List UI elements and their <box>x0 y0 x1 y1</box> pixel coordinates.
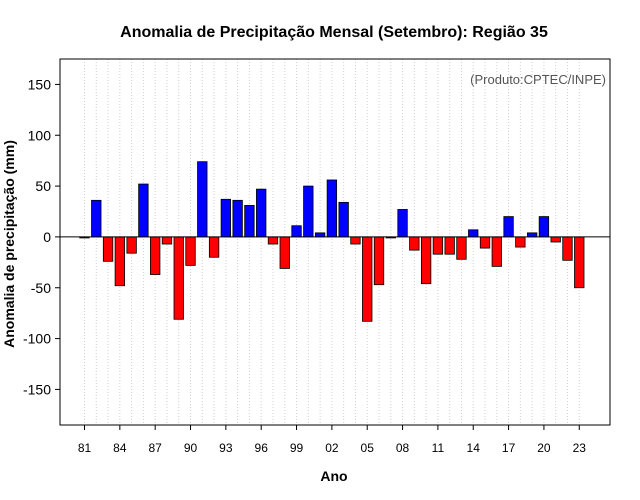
chart-title: Anomalia de Precipitação Mensal (Setembr… <box>120 24 548 41</box>
bar-16 <box>491 236 502 267</box>
bar-96 <box>256 188 267 238</box>
bar-02 <box>326 179 338 238</box>
x-tick-label: 99 <box>290 441 304 455</box>
bar-22 <box>562 236 573 261</box>
bar-13 <box>456 236 467 260</box>
bar-05 <box>362 236 373 322</box>
x-tick-label: 08 <box>396 441 410 455</box>
x-tick-label: 11 <box>432 441 445 455</box>
bar-20 <box>538 216 550 238</box>
y-tick-label: 150 <box>28 76 52 92</box>
bar-17 <box>503 216 514 238</box>
bar-89 <box>173 236 184 320</box>
bar-91 <box>197 161 208 238</box>
bar-98 <box>279 236 290 269</box>
bars-layer <box>79 161 585 322</box>
x-tick-label: 23 <box>573 441 587 455</box>
bar-99 <box>291 225 302 238</box>
x-tick-label: 96 <box>255 441 269 455</box>
bar-92 <box>208 236 220 258</box>
plot-frame <box>59 58 611 426</box>
bar-83 <box>102 236 114 262</box>
bar-18 <box>515 236 526 248</box>
bar-95 <box>244 204 255 238</box>
y-tick-label: 100 <box>28 127 52 143</box>
bar-86 <box>138 183 149 238</box>
x-tick-label: 05 <box>361 441 375 455</box>
bar-23 <box>574 236 585 289</box>
x-axis: 81 84 87 90 93 96 99 02 05 08 11 14 17 20 23 <box>78 425 586 455</box>
bar-94 <box>232 199 243 238</box>
bar-90 <box>185 236 196 266</box>
bar-85 <box>126 236 137 254</box>
bar-15 <box>479 236 491 249</box>
x-tick-label: 20 <box>537 441 551 455</box>
bar-21 <box>550 236 561 243</box>
bar-00 <box>303 185 314 238</box>
x-tick-label: 90 <box>184 441 198 455</box>
source-annotation: (Produto:CPTEC/INPE) <box>470 72 606 87</box>
bar-14 <box>468 229 479 238</box>
bar-04 <box>350 236 361 245</box>
bar-06 <box>373 236 385 286</box>
x-axis-title: Ano <box>320 468 347 484</box>
bar-93 <box>220 198 232 238</box>
bar-19 <box>526 232 538 238</box>
bar-12 <box>444 236 455 255</box>
bar-82 <box>91 199 102 238</box>
y-tick-label: 0 <box>43 229 51 245</box>
y-tick-label: -50 <box>31 280 51 296</box>
x-tick-label: 17 <box>502 441 516 455</box>
x-tick-label: 02 <box>325 441 339 455</box>
bar-11 <box>432 236 444 255</box>
y-tick-label: -150 <box>23 381 51 397</box>
bar-10 <box>420 236 432 285</box>
x-tick-label: 87 <box>149 441 163 455</box>
x-tick-label: 84 <box>113 441 127 455</box>
x-tick-label: 81 <box>78 441 92 455</box>
bar-88 <box>161 236 173 245</box>
bar-09 <box>409 236 420 251</box>
y-tick-label: 50 <box>35 178 51 194</box>
bar-97 <box>267 236 279 245</box>
bar-01 <box>314 232 326 238</box>
y-axis-title: Anomalia de precipitação (mm) <box>1 140 17 348</box>
y-axis: -150 -100 -50 0 50 100 150 <box>23 76 60 397</box>
x-tick-label: 14 <box>467 441 481 455</box>
bar-84 <box>114 236 125 287</box>
bar-08 <box>397 209 408 238</box>
bar-03 <box>338 201 349 238</box>
y-tick-label: -100 <box>23 331 51 347</box>
x-tick-label: 93 <box>219 441 233 455</box>
bar-87 <box>150 236 161 275</box>
